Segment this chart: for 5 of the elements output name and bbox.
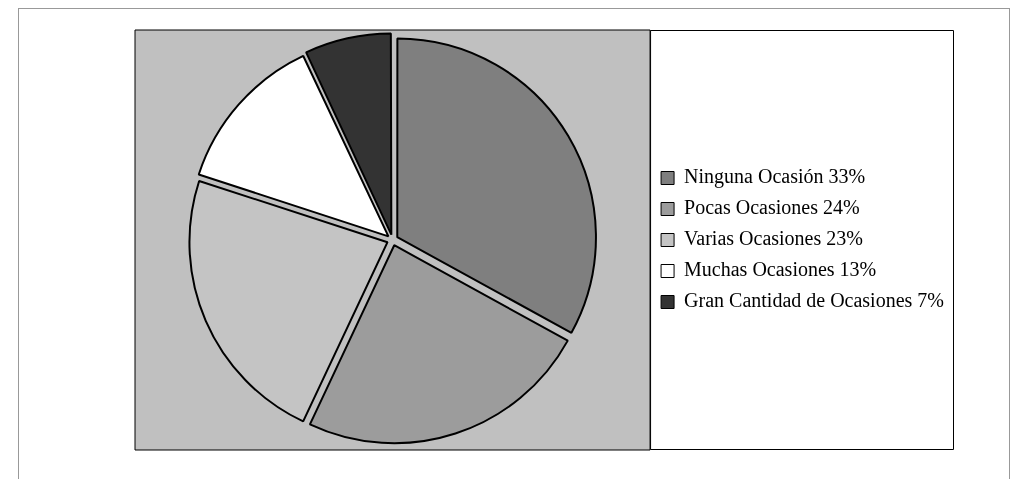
- legend-label: Ninguna Ocasión 33%: [684, 165, 866, 189]
- legend-label: Muchas Ocasiones 13%: [684, 258, 877, 281]
- legend-label: Gran Cantidad de Ocasiones 7%: [684, 289, 944, 312]
- legend-label: Varias Ocasiones 23%: [684, 227, 863, 250]
- legend-label: Pocas Ocasiones 24%: [684, 196, 860, 219]
